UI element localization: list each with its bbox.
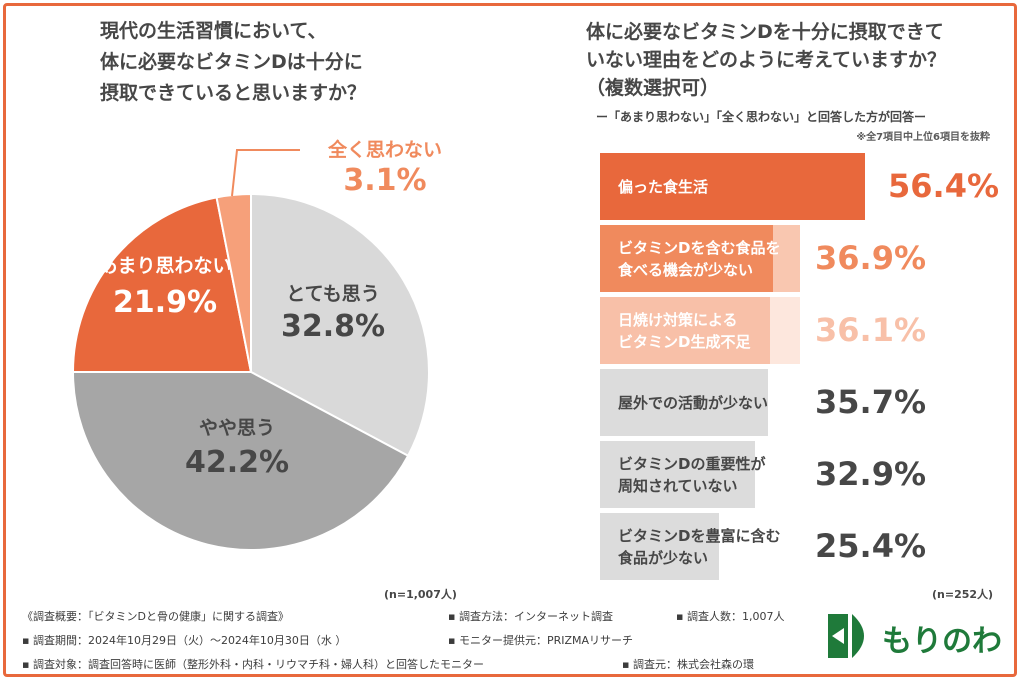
pie-slice-label: 全く思わない: [327, 138, 442, 161]
right-question-subtitle: ー「あまり思わない」「全く思わない」と回答した方が回答ー: [596, 110, 927, 124]
bar-category-line: 日焼け対策による: [618, 310, 738, 329]
pie-slice-value: 42.2%: [185, 445, 289, 480]
outer-frame: [3, 3, 1017, 677]
bar-value-label: 25.4%: [815, 527, 927, 565]
footer-method: ▪ 調査方法：インターネット調査: [448, 610, 613, 623]
right-question-line: いない理由をどのように考えていますか？: [586, 49, 947, 71]
bar-row: 屋外での活動が少ない 35.7%: [600, 369, 980, 436]
right-question-line: 体に必要なビタミンDを十分に摂取できて: [586, 21, 944, 43]
bar-value-label: 35.7%: [815, 383, 927, 421]
left-question-title: 現代の生活習慣において、 体に必要なビタミンDは十分に 摂取できていると思います…: [100, 16, 440, 109]
bar-row: ビタミンDを含む食品を 食べる機会が少ない 36.9%: [600, 225, 980, 292]
footer-period: ▪ 調査期間：2024年10月29日（火）～2024年10月30日（水 ）: [22, 634, 347, 647]
left-question-line: 現代の生活習慣において、: [100, 20, 327, 42]
bar: [600, 441, 755, 508]
right-question-title: 体に必要なビタミンDを十分に摂取できて いない理由をどのように考えていますか？ …: [586, 18, 996, 102]
pie-slice-label: あまり思わない: [98, 255, 231, 277]
pie-slice: [71, 371, 410, 551]
pie-slice-value: 21.9%: [113, 285, 217, 320]
bar-value-label: 56.4%: [888, 167, 1000, 205]
bar: [600, 153, 865, 220]
bar: [600, 297, 770, 364]
logo-text: もりのわ: [882, 624, 1002, 659]
bar-category-line: ビタミンD生成不足: [618, 332, 751, 351]
pie-slice: [71, 196, 253, 373]
bar-category-label: ビタミンDを含む食品を 食べる機会が少ない: [618, 225, 780, 292]
footer-sponsor: ▪ 調査元：株式会社森の環: [622, 658, 754, 671]
pie-slice: [215, 192, 252, 373]
bar-row: ビタミンDの重要性が 周知されていない 32.9%: [600, 441, 980, 508]
left-question-line: 摂取できていると思いますか？: [100, 82, 367, 104]
bar-sample-size: (n=252人): [932, 588, 994, 601]
bar-category-line: ビタミンDの重要性が: [618, 454, 766, 473]
pie-slice-label: とても思う: [286, 283, 379, 305]
footer-people: ▪ 調査人数：1,007人: [676, 610, 785, 623]
bar-category-line: 偏った食生活: [618, 177, 709, 196]
bar-category-line: ビタミンDを豊富に含む: [618, 526, 781, 545]
bar-category-line: ビタミンDを含む食品を: [618, 238, 781, 257]
bar-category-label: 偏った食生活: [618, 153, 708, 220]
bar-category-label: ビタミンDの重要性が 周知されていない: [618, 441, 765, 508]
bar-category-line: 食品が少ない: [618, 548, 709, 567]
bar-category-line: 食べる機会が少ない: [618, 260, 754, 279]
bar-category-line: 周知されていない: [618, 476, 738, 495]
bar-row: 日焼け対策による ビタミンD生成不足 36.1%: [600, 297, 980, 364]
bar-row: ビタミンDを豊富に含む 食品が少ない 25.4%: [600, 513, 980, 580]
pie-leader-line: [231, 149, 300, 197]
pie-slice: [250, 192, 430, 458]
bar-category-line: 屋外での活動が少ない: [618, 393, 769, 412]
bar-category-label: 日焼け対策による ビタミンD生成不足: [618, 297, 750, 364]
pie-sample-size: (n=1,007人): [384, 588, 457, 601]
company-logo: もりのわ: [822, 608, 1002, 668]
bar-category-label: 屋外での活動が少ない: [618, 369, 768, 436]
right-question-note: ※全7項目中上位6項目を抜粋: [856, 132, 990, 143]
pie-slice-label: やや思う: [199, 417, 275, 439]
footer-overview: 《調査概要：「ビタミンDと骨の健康」に関する調査》: [22, 610, 289, 623]
bar: [600, 513, 719, 580]
pie-slice-value: 3.1%: [343, 163, 426, 198]
pie-slice-value: 32.8%: [281, 309, 385, 344]
footer-provider: ▪ モニター提供元：PRIZMAリサーチ: [448, 634, 634, 647]
bar: [600, 225, 773, 292]
bar-row: 偏った食生活 56.4%: [600, 153, 999, 220]
bar-value-label: 32.9%: [815, 455, 927, 493]
bar-value-label: 36.1%: [815, 311, 927, 349]
bar-category-label: ビタミンDを豊富に含む 食品が少ない: [618, 513, 780, 580]
footer-target: ▪ 調査対象：調査回答時に医師（整形外科・内科・リウマチ科・婦人科）と回答したモ…: [22, 658, 484, 671]
right-question-line: （複数選択可）: [586, 77, 720, 99]
bar: [600, 369, 768, 436]
leaf-icon: [828, 614, 864, 658]
left-question-line: 体に必要なビタミンDは十分に: [100, 51, 363, 73]
bar-value-label: 36.9%: [815, 239, 927, 277]
